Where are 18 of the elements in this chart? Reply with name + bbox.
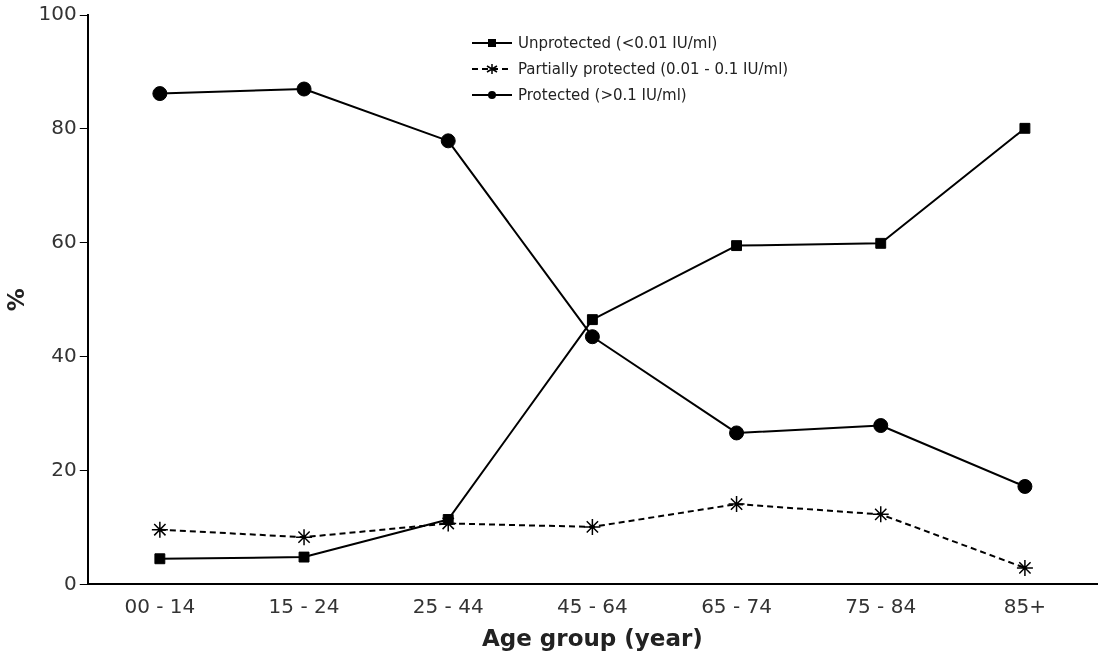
y-tick-label: 0 xyxy=(64,570,77,595)
y-tick-label: 40 xyxy=(51,342,77,367)
legend-label: Unprotected (<0.01 IU/ml) xyxy=(518,33,718,54)
x-tick-label: 00 - 14 xyxy=(124,593,196,618)
y-tick-label: 100 xyxy=(38,1,77,26)
x-axis-title: Age group (year) xyxy=(481,625,703,652)
y-tick-label: 60 xyxy=(51,228,77,253)
legend-label: Protected (>0.1 IU/ml) xyxy=(518,85,687,106)
y-tick-label: 80 xyxy=(51,115,77,140)
y-tick-label: 20 xyxy=(51,456,77,481)
x-tick-label: 75 - 84 xyxy=(845,593,917,618)
x-tick-label: 65 - 74 xyxy=(701,593,772,618)
legend-label: Partially protected (0.01 - 0.1 IU/ml) xyxy=(518,59,789,80)
x-tick-label: 85+ xyxy=(1003,593,1047,618)
x-tick-label: 15 - 24 xyxy=(268,593,340,618)
x-tick-label: 25 - 44 xyxy=(412,593,484,618)
x-tick-label: 45 - 64 xyxy=(556,593,628,618)
y-axis-title: % xyxy=(2,288,29,312)
